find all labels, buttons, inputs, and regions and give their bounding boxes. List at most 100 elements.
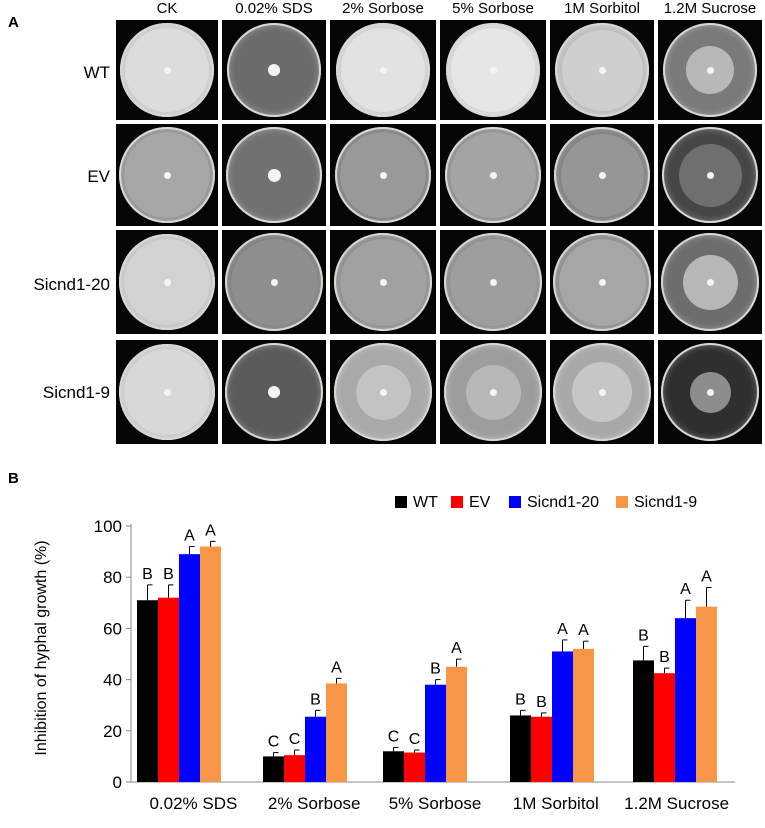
legend-item: Sicnd1-20 [509, 494, 599, 512]
petri-dish-photo [658, 340, 762, 444]
inoculum-plug [163, 278, 171, 286]
panel-a-label: A [8, 14, 19, 31]
x-tick-label: 1.2M Sucrose [624, 794, 729, 813]
inoculum-plug [706, 66, 714, 74]
bar [158, 597, 179, 782]
bar [425, 684, 446, 782]
petri-dish-photo [222, 230, 326, 334]
x-tick-label: 2% Sorbose [268, 794, 361, 813]
bar [326, 683, 347, 782]
petri-dish-photo [550, 124, 654, 226]
column-header: 1.2M Sucrose [663, 0, 757, 17]
row-label: EV [87, 167, 110, 186]
row-label: Sicnd1-9 [42, 383, 110, 402]
petri-dish-photo [550, 230, 654, 334]
bar [696, 606, 717, 782]
bar [137, 600, 158, 782]
y-tick-label: 100 [94, 517, 122, 536]
legend-swatch [616, 496, 628, 508]
significance-letter: A [331, 659, 342, 676]
petri-dish-photo [222, 340, 326, 444]
column-header: 2% Sorbose [342, 0, 424, 17]
x-tick-label: 0.02% SDS [149, 794, 237, 813]
inoculum-plug [706, 388, 714, 396]
row-label: Sicnd1-20 [33, 275, 110, 294]
significance-letter: B [536, 694, 547, 711]
legend-label: Sicnd1-9 [634, 494, 698, 511]
significance-letter: B [638, 627, 649, 644]
inoculum-plug [598, 278, 606, 286]
inoculum-plug [163, 388, 171, 396]
significance-letter: B [515, 691, 526, 708]
significance-letter: A [701, 568, 712, 585]
inoculum-plug [489, 66, 497, 74]
bar [284, 755, 305, 782]
inoculum-plug [379, 171, 387, 179]
significance-letter: B [310, 691, 321, 708]
legend-label: WT [413, 494, 438, 511]
significance-letter: B [142, 566, 153, 583]
bar [654, 673, 675, 782]
inoculum-plug [706, 171, 714, 179]
column-header: 5% Sorbose [452, 0, 534, 17]
row-label: WT [83, 63, 110, 82]
petri-dish-photo [330, 340, 436, 444]
inoculum-plug [163, 171, 171, 179]
petri-dish-photo [440, 20, 546, 120]
inoculum-plug [598, 388, 606, 396]
bar [552, 651, 573, 782]
significance-letter: B [430, 661, 441, 678]
petri-dish-photo [440, 230, 546, 334]
petri-dish-photo [116, 20, 218, 120]
inoculum-plug [598, 66, 606, 74]
bar-chart: 0 20 40 60 80 100 0.02% SDS 2% Sorbose 5% Sorbos… [94, 517, 735, 813]
bar [633, 660, 654, 782]
inoculum-plug [379, 66, 387, 74]
y-tick-label: 40 [103, 671, 122, 690]
bar [510, 715, 531, 782]
petri-dish-photo [330, 124, 436, 226]
significance-letter: C [409, 731, 421, 748]
bar [263, 756, 284, 782]
bar [404, 752, 425, 782]
petri-dish-photo [116, 230, 218, 334]
legend-swatch [395, 496, 407, 508]
petri-dish-photo [658, 124, 762, 226]
inoculum-plug [489, 171, 497, 179]
bar [383, 751, 404, 782]
x-tick-label: 1M Sorbitol [513, 794, 599, 813]
bar [179, 554, 200, 782]
inoculum-plug [489, 388, 497, 396]
legend-item: WT [395, 494, 438, 512]
y-tick-label: 20 [103, 722, 122, 741]
y-tick-label: 80 [103, 568, 122, 587]
significance-letter: C [388, 728, 400, 745]
petri-dish-photo [550, 20, 654, 120]
inoculum-plug [270, 278, 278, 286]
inoculum-plug [379, 388, 387, 396]
petri-dish-photo [116, 124, 218, 226]
inoculum-plug [163, 66, 171, 74]
petri-dish-photo [658, 20, 762, 120]
petri-dish-photo [222, 20, 326, 120]
significance-letter: B [163, 566, 174, 583]
inoculum-plug [379, 278, 387, 286]
legend-item: EV [451, 494, 490, 512]
significance-letter: C [268, 734, 280, 751]
petri-dish-photo [550, 340, 654, 444]
inoculum-plug [268, 64, 280, 76]
bar [531, 716, 552, 782]
significance-letter: A [451, 640, 462, 657]
inoculum-plug [706, 278, 714, 286]
petri-dish-photo [440, 124, 546, 226]
column-header: 0.02% SDS [235, 0, 313, 17]
legend-item: Sicnd1-9 [616, 494, 697, 512]
column-header: 1M Sorbitol [564, 0, 640, 17]
x-tick-label: 5% Sorbose [389, 794, 482, 813]
bar [200, 546, 221, 782]
legend-swatch [509, 496, 521, 508]
significance-letter: A [205, 522, 216, 539]
petri-dish-photo [330, 20, 436, 120]
legend-label: Sicnd1-20 [527, 494, 600, 511]
significance-letter: A [184, 527, 195, 544]
